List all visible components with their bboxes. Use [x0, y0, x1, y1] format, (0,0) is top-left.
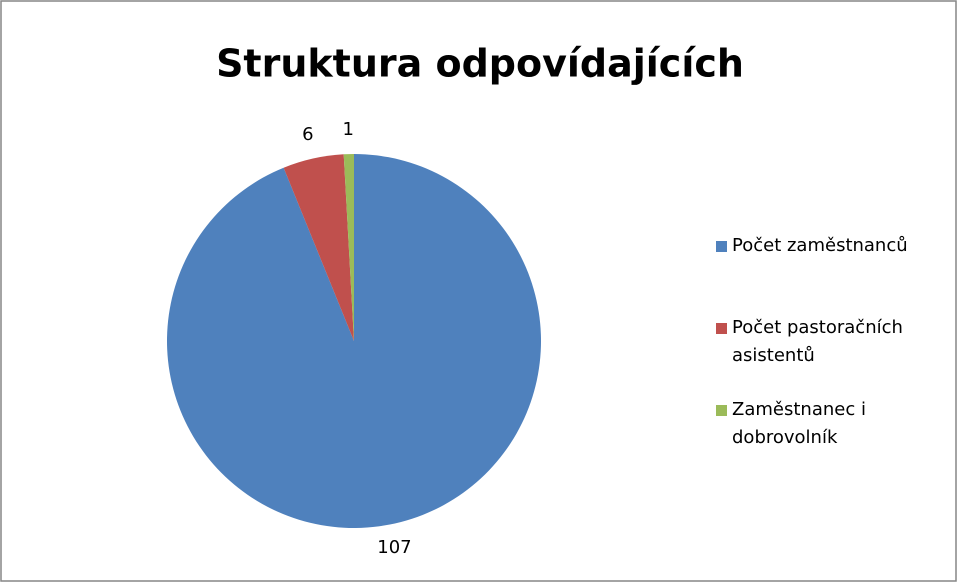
chart-title: Struktura odpovídajících [216, 42, 744, 86]
legend-label: Zaměstnanec i dobrovolník [732, 399, 866, 448]
data-label: 6 [302, 124, 313, 145]
pie-slice [343, 154, 354, 341]
legend-label: Počet zaměstnanců [732, 235, 908, 256]
legend-swatch [716, 405, 727, 416]
data-label: 107 [377, 537, 411, 558]
legend-swatch [716, 241, 727, 252]
pie-slice [283, 154, 354, 341]
data-label: 1 [342, 119, 353, 140]
legend-label: Počet pastoračních asistentů [732, 317, 903, 366]
legend-swatch [716, 323, 727, 334]
pie-slice [167, 154, 541, 529]
